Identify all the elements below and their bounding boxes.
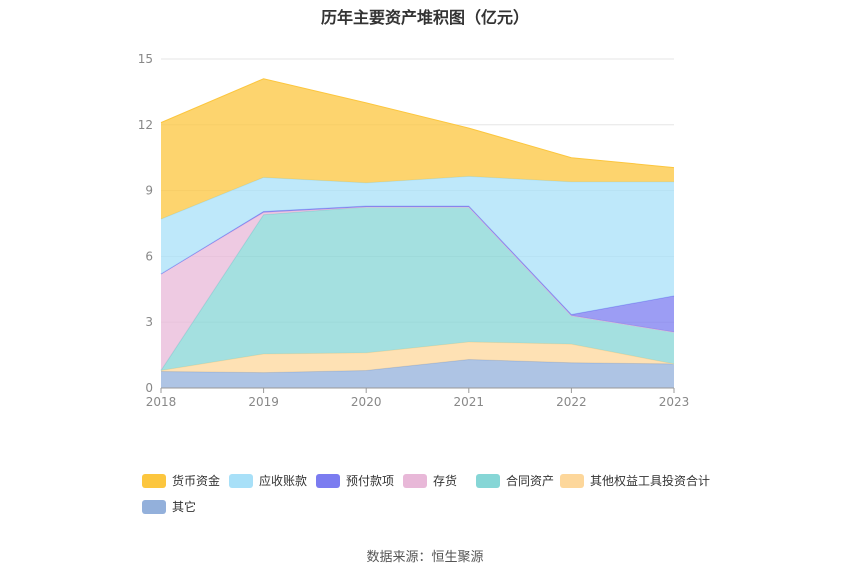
y-tick-label: 3: [145, 315, 153, 329]
legend-item[interactable]: 预付款项: [316, 472, 394, 489]
x-tick-label: 2019: [248, 395, 279, 409]
x-tick-label: 2023: [659, 395, 690, 409]
area-其它: [161, 359, 674, 388]
area-预付款项: [161, 205, 674, 333]
y-tick-label: 0: [145, 381, 153, 395]
area-其他权益工具投资合计: [161, 341, 674, 373]
legend-swatch: [560, 473, 584, 488]
x-tick-label: 2020: [351, 395, 382, 409]
chart-title: 历年主要资产堆积图（亿元）: [320, 8, 529, 27]
legend-item[interactable]: 其他权益工具投资合计: [560, 472, 710, 489]
legend-item[interactable]: 货币资金: [142, 472, 220, 489]
legend-item[interactable]: 存货: [403, 472, 457, 489]
legend-swatch: [316, 473, 340, 488]
y-tick-label: 9: [145, 184, 153, 198]
legend-item[interactable]: 其它: [142, 498, 196, 515]
legend-swatch: [229, 473, 253, 488]
y-tick-label: 15: [138, 52, 153, 66]
legend-label: 其他权益工具投资合计: [590, 474, 711, 488]
legend-label: 其它: [172, 500, 197, 514]
legend-item[interactable]: 合同资产: [476, 472, 554, 489]
y-tick-label: 12: [138, 118, 153, 132]
x-tick-label: 2022: [556, 395, 587, 409]
x-tick-label: 2018: [146, 395, 177, 409]
area-货币资金: [161, 78, 674, 220]
legend-item[interactable]: 应收账款: [229, 472, 307, 489]
area-应收账款: [161, 176, 674, 315]
x-tick-label: 2021: [454, 395, 485, 409]
legend-swatch: [403, 473, 427, 488]
area-edge-货币资金: [160, 78, 675, 169]
y-tick-label: 6: [145, 249, 153, 263]
legend-label: 预付款项: [346, 474, 395, 488]
legend-label: 合同资产: [506, 474, 555, 488]
legend-label: 货币资金: [172, 474, 221, 488]
legend-label: 应收账款: [259, 474, 308, 488]
legend-swatch: [142, 473, 166, 488]
data-source-note: 数据来源：恒生聚源: [366, 550, 484, 565]
legend-swatch: [476, 473, 500, 488]
legend-label: 存货: [433, 474, 458, 488]
legend-swatch: [142, 499, 166, 514]
area-合同资产: [161, 207, 674, 371]
